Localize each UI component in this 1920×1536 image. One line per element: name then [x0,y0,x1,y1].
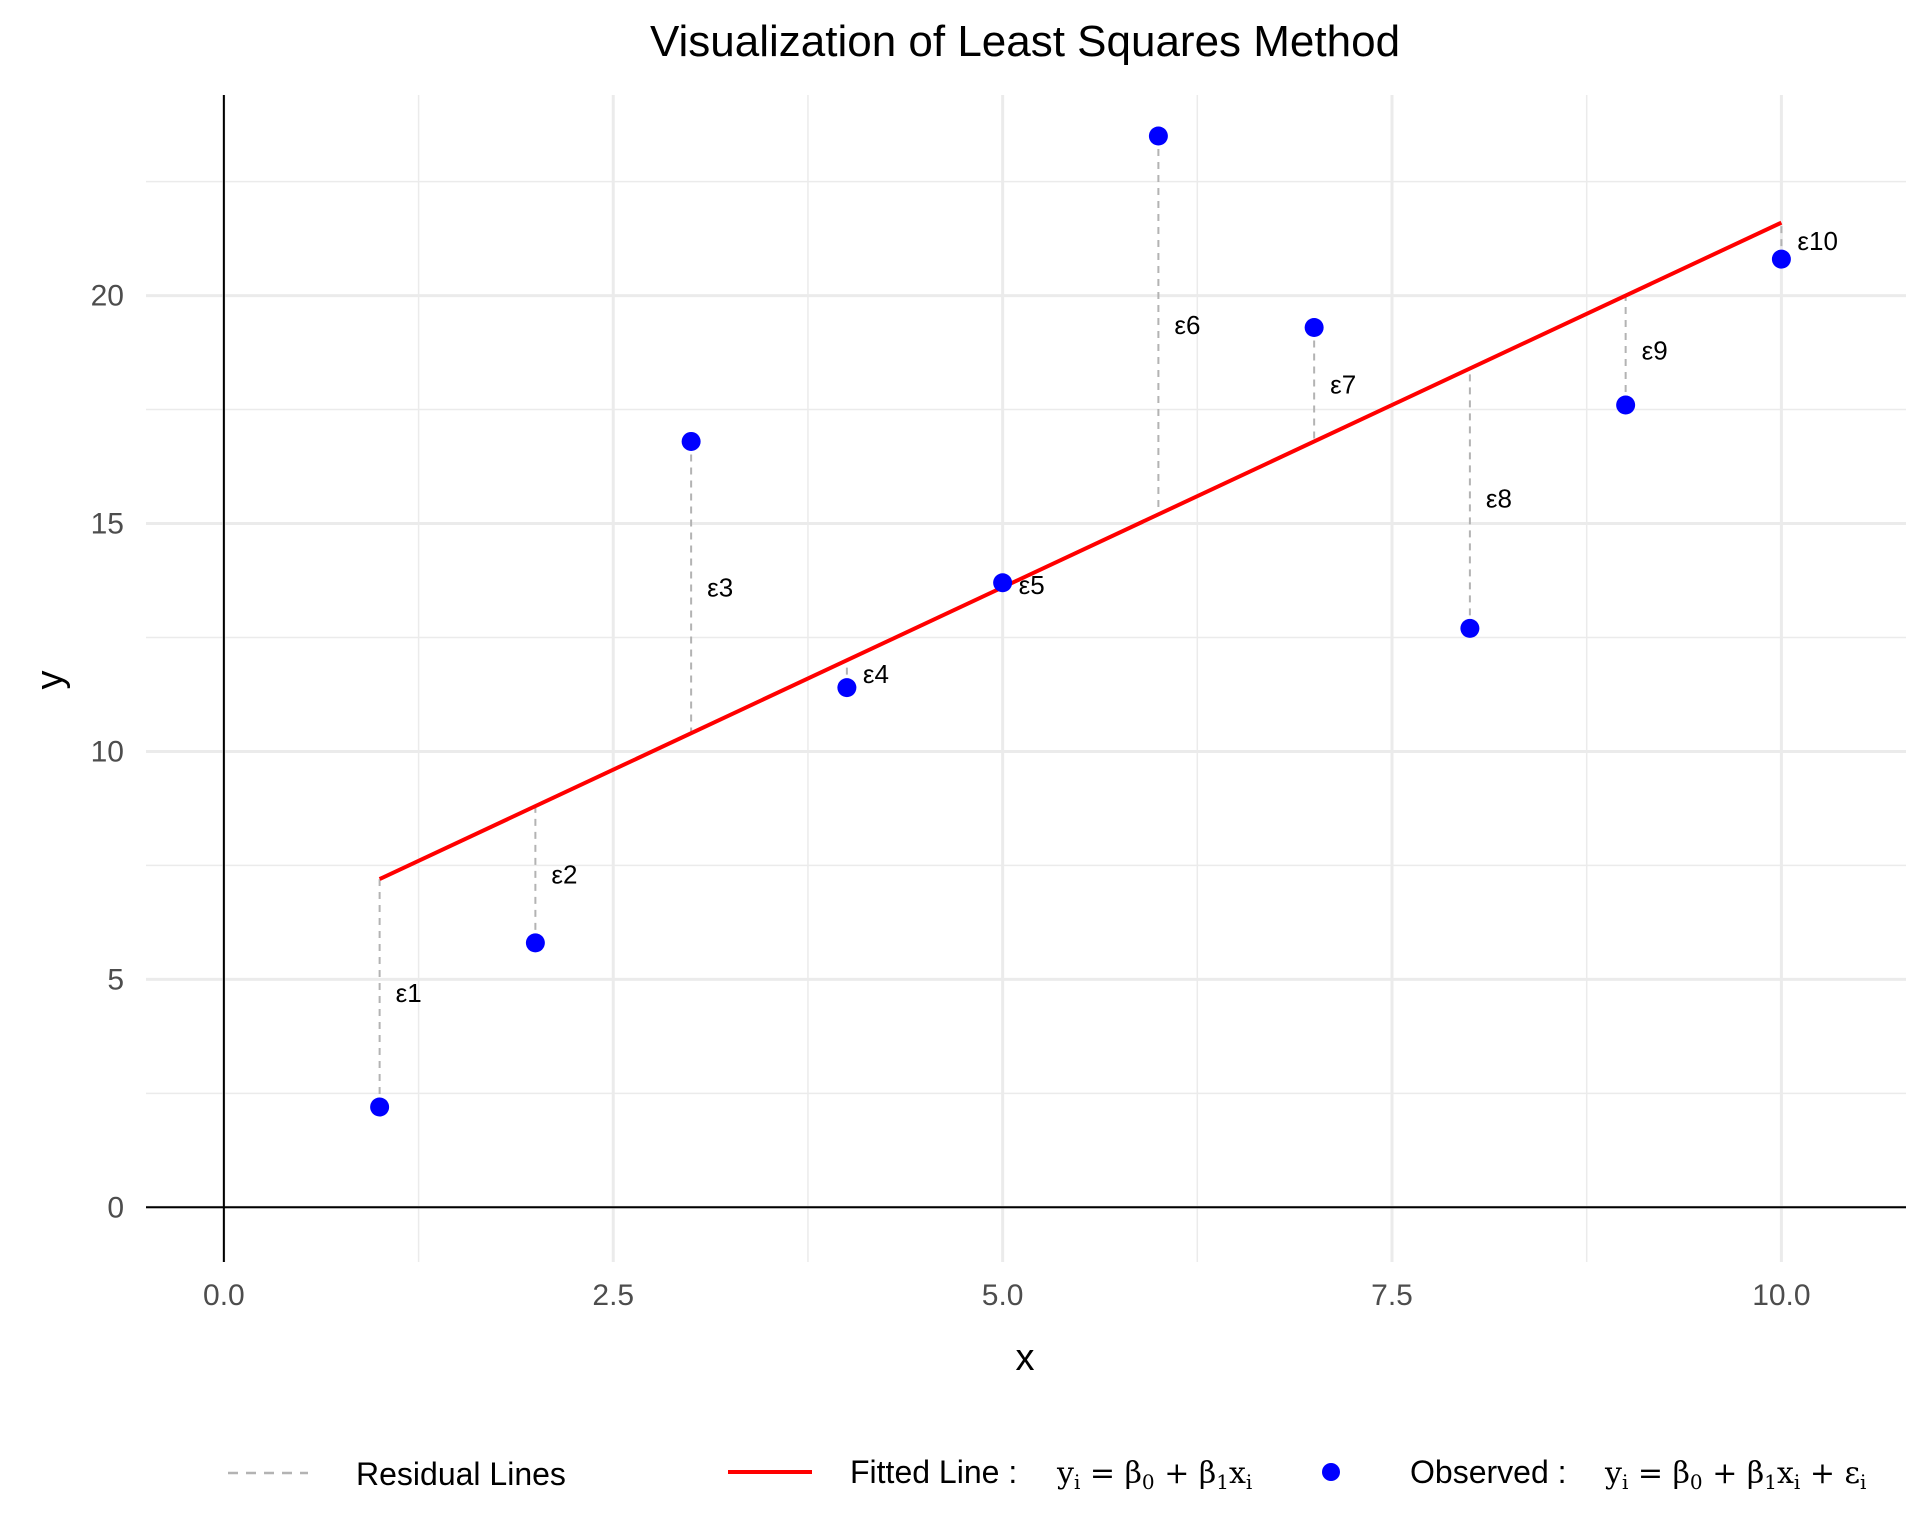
residual-label: ε8 [1486,483,1512,513]
residual-label: ε1 [396,978,422,1008]
grid [146,95,1906,1262]
observed-point [681,431,701,451]
residual-label: ε2 [551,860,577,890]
legend-observed-label: Observed : [1410,1454,1567,1490]
residual-label: ε6 [1174,310,1200,340]
legend-observed-formula: yi = β0 + β1xi + εi [1604,1456,1866,1494]
y-tick-label: 0 [107,1191,124,1224]
observed-point [1771,249,1791,269]
y-tick-label: 15 [91,508,124,541]
axes [146,95,1906,1262]
observed-point [1304,317,1324,337]
observed-point [837,678,857,698]
y-tick-label: 10 [91,735,124,768]
legend-observed-key [1322,1463,1340,1481]
chart-title: Visualization of Least Squares Method [650,17,1400,66]
residual-label: ε3 [707,572,733,602]
legend-fitted-formula: yi = β0 + β1xi [1056,1456,1252,1494]
observed-points [370,126,1791,1117]
legend: Residual Lines Fitted Line : yi = β0 + β… [228,1454,1866,1494]
fitted-line [378,220,1783,881]
y-tick-label: 20 [91,280,124,313]
x-tick-label: 7.5 [1371,1279,1413,1312]
residual-label: ε9 [1642,335,1668,365]
x-tick-label: 5.0 [982,1279,1024,1312]
residual-label: ε10 [1797,226,1838,256]
residual-label: ε4 [863,659,889,689]
legend-residual-label: Residual Lines [356,1456,566,1492]
x-tick-label: 0.0 [203,1279,245,1312]
residual-label: ε5 [1019,570,1045,600]
y-tick-label: 5 [107,963,124,996]
tick-labels: 0.0 2.5 5.0 7.5 10.0 0 5 10 15 20 [91,280,1811,1312]
residual-labels: ε1 ε2 ε3 ε4 ε5 ε6 ε7 ε8 ε9 ε10 [396,226,1838,1008]
observed-point [370,1097,390,1117]
fitted-line-layer [378,220,1783,881]
observed-point [1148,126,1168,146]
x-axis-label: x [1016,1337,1035,1379]
legend-fitted-label: Fitted Line : [850,1454,1017,1490]
residual-lines [378,136,1783,1108]
observed-point [1616,395,1636,415]
y-axis-label: y [29,671,71,690]
x-tick-label: 2.5 [592,1279,634,1312]
residual-label: ε7 [1330,369,1356,399]
observed-point [525,933,545,953]
observed-point [1460,618,1480,638]
observed-point [993,573,1013,593]
x-tick-label: 10.0 [1752,1279,1810,1312]
